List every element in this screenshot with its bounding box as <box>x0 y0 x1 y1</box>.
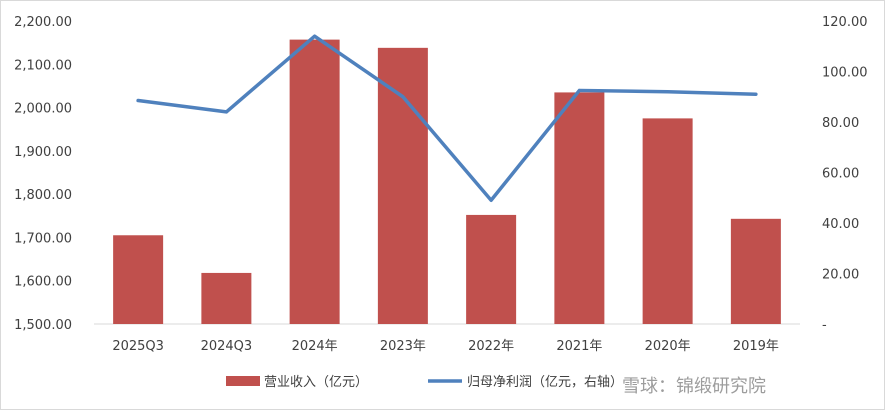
right-tick-label: 120.00 <box>822 15 868 30</box>
left-tick-label: 1,800.00 <box>14 188 72 203</box>
x-tick-label: 2021年 <box>556 339 602 354</box>
left-axis: 1,500.00 1,600.00 1,700.00 1,800.00 1,900.00… <box>14 15 72 333</box>
left-tick-label: 1,700.00 <box>14 231 72 246</box>
x-tick-label: 2019年 <box>733 339 779 354</box>
x-tick-label: 2024年 <box>292 339 338 354</box>
left-tick-label: 1,600.00 <box>14 275 72 290</box>
x-axis-labels: 2025Q3 2024Q3 2024年 2023年 2022年 2021年 2020年 201… <box>112 339 779 354</box>
revenue-bar <box>377 47 428 324</box>
right-tick-label: 20.00 <box>822 268 859 283</box>
legend-bar-label: 营业收入（亿元） <box>264 375 368 390</box>
right-tick-label: 100.00 <box>822 66 868 81</box>
legend: 营业收入（亿元） 归母净利润（亿元，右轴） <box>226 375 623 390</box>
revenue-bars <box>113 39 781 325</box>
net-profit-line <box>136 34 758 203</box>
right-tick-label: 80.00 <box>822 116 859 131</box>
right-tick-label: 40.00 <box>822 217 859 232</box>
revenue-bar <box>730 218 781 324</box>
x-tick-label: 2022年 <box>468 339 514 354</box>
right-axis: - 20.00 40.00 60.00 80.00 100.00 120.00 <box>822 15 868 333</box>
revenue-bar <box>113 235 164 324</box>
revenue-bar <box>201 272 252 324</box>
legend-line-label: 归母净利润（亿元，右轴） <box>467 375 623 390</box>
net-profit-line-layer <box>136 34 758 203</box>
x-tick-label: 2024Q3 <box>201 339 253 354</box>
right-tick-label: 60.00 <box>822 167 859 182</box>
x-tick-label: 2020年 <box>645 339 691 354</box>
right-tick-label: - <box>822 318 827 333</box>
revenue-bar <box>289 39 340 325</box>
watermark-text: 雪球：锦缎研究院 <box>622 376 766 397</box>
revenue-bar <box>466 214 517 324</box>
left-tick-label: 1,900.00 <box>14 145 72 160</box>
x-tick-label: 2025Q3 <box>112 339 164 354</box>
revenue-bar <box>642 118 693 325</box>
left-tick-label: 2,000.00 <box>14 102 72 117</box>
left-tick-label: 1,500.00 <box>14 318 72 333</box>
left-tick-label: 2,100.00 <box>14 58 72 73</box>
x-tick-label: 2023年 <box>380 339 426 354</box>
revenue-bar <box>554 92 605 325</box>
legend-bar-swatch <box>226 376 260 386</box>
left-tick-label: 2,200.00 <box>14 15 72 30</box>
